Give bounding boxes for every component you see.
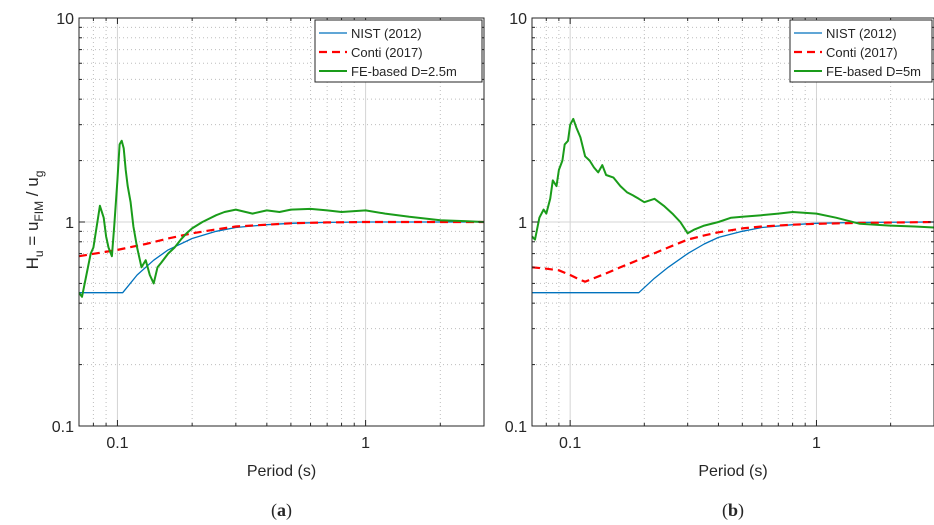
- y-tick-label: 1: [518, 215, 527, 232]
- y-label-eq: = u: [23, 222, 42, 251]
- legend-label-2: Conti (2017): [826, 45, 898, 60]
- x-axis-label: Period (s): [698, 463, 767, 480]
- y-label-fim-sub: FIM: [32, 201, 46, 222]
- series-line-3: [79, 139, 484, 298]
- y-label-u-sub: u: [32, 250, 46, 257]
- legend-label-1: NIST (2012): [826, 26, 897, 41]
- y-label-h: H: [23, 257, 42, 269]
- y-tick-label: 1: [65, 215, 74, 232]
- series-group: [79, 139, 484, 298]
- y-axis-label-a: Hu = uFIM / ug: [23, 171, 46, 270]
- y-tick-label: 10: [56, 11, 74, 28]
- y-tick-label: 0.1: [505, 419, 527, 436]
- grid: [532, 18, 934, 426]
- y-tick-label: 10: [509, 11, 527, 28]
- series-group: [532, 117, 934, 294]
- panel-label-close: ): [286, 500, 292, 521]
- panel-label-letter: b: [728, 500, 738, 520]
- y-label-g-sub: g: [32, 171, 46, 178]
- panel-label-close: ): [738, 500, 744, 521]
- legend: NIST (2012) Conti (2017) FE-based D=2.5m: [314, 19, 483, 83]
- x-tick-label: 1: [812, 435, 821, 452]
- panel-b: 0.1 1 0.1 1 10 Period (s) (b) NIST (2012) Conti …: [505, 11, 934, 521]
- panel-label-open: (: [722, 500, 728, 521]
- x-tick-label: 0.1: [106, 435, 128, 452]
- panel-a: Hu = uFIM / ug 0.1 1 0.1 1 10 Period (s) (a) NI…: [23, 11, 485, 521]
- panel-label: (b): [722, 500, 744, 521]
- legend-label-1: NIST (2012): [351, 26, 422, 41]
- panel-label-open: (: [271, 500, 277, 521]
- x-tick-label: 1: [361, 435, 370, 452]
- legend-label-3: FE-based D=5m: [826, 64, 921, 79]
- legend: NIST (2012) Conti (2017) FE-based D=5m: [789, 19, 933, 83]
- series-line-3: [532, 117, 934, 241]
- y-tick-label: 0.1: [52, 419, 74, 436]
- x-axis-label: Period (s): [247, 463, 316, 480]
- series-line-1: [532, 221, 934, 294]
- legend-label-3: FE-based D=2.5m: [351, 64, 457, 79]
- series-line-2: [532, 220, 934, 283]
- x-tick-label: 0.1: [559, 435, 581, 452]
- panel-label: (a): [271, 500, 292, 521]
- y-label-div: / u: [23, 177, 42, 201]
- legend-label-2: Conti (2017): [351, 45, 423, 60]
- series-line-2: [79, 220, 484, 258]
- panel-label-letter: a: [277, 500, 286, 520]
